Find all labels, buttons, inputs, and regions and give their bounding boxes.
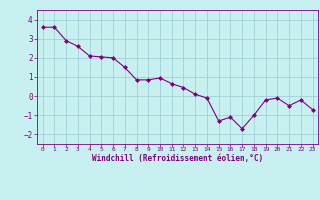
X-axis label: Windchill (Refroidissement éolien,°C): Windchill (Refroidissement éolien,°C) [92,154,263,163]
